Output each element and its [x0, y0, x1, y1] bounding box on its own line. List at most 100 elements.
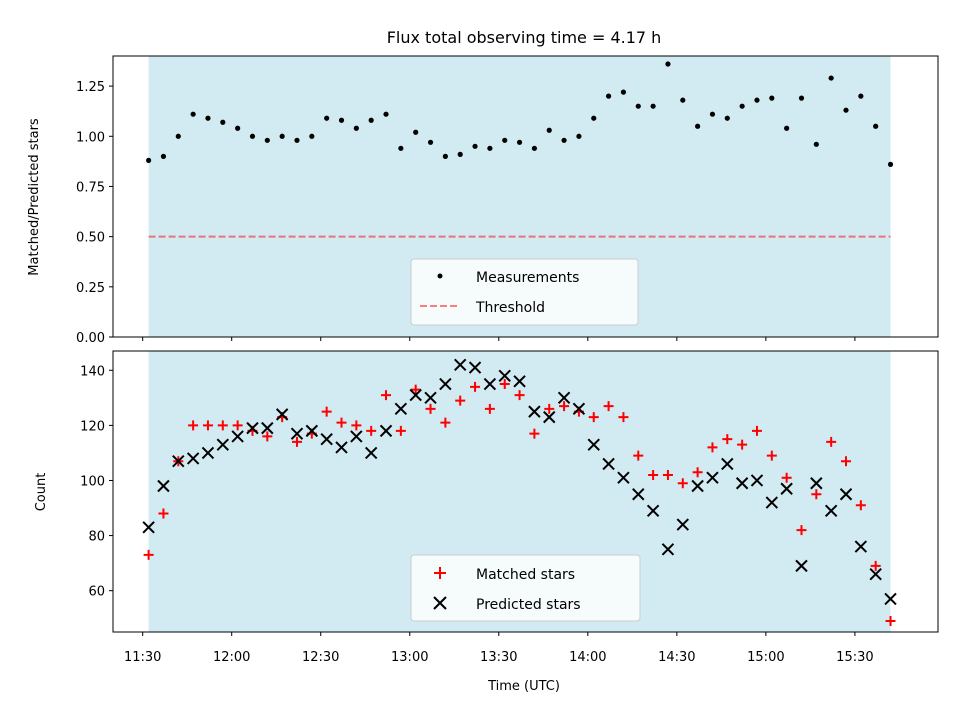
predicted-star-point: [498, 369, 511, 383]
matched-star-point: [410, 384, 421, 395]
y-tick-label: 1.25: [76, 80, 105, 95]
measurement-point: [309, 133, 315, 139]
predicted-star-point: [632, 488, 645, 501]
matched-star-point: [381, 390, 392, 401]
predicted-star-point: [795, 559, 808, 573]
predicted-star-point: [617, 471, 630, 484]
x-tick-label: 13:00: [391, 650, 428, 665]
predicted-star-point: [454, 358, 467, 371]
legend-box: [410, 554, 641, 622]
measurement-point: [472, 143, 478, 149]
predicted-star-point: [275, 408, 289, 421]
legend-label-matched: Matched stars: [476, 567, 575, 583]
matched-star-point: [722, 434, 733, 445]
measurement-point: [754, 97, 760, 103]
matched-star-point: [737, 439, 748, 450]
matched-star-point: [529, 428, 540, 439]
matched-star-point: [202, 420, 213, 431]
predicted-star-point: [246, 421, 259, 435]
measurement-point: [383, 111, 389, 117]
matched-star-point: [440, 417, 451, 428]
y-axis-ticks: 60 80 100 120 140: [80, 364, 113, 600]
measurement-point: [427, 139, 434, 145]
legend-label-predicted: Predicted stars: [476, 597, 581, 613]
measurement-point: [887, 161, 894, 167]
predicted-star-point: [350, 430, 363, 443]
measurement-point: [190, 111, 196, 117]
axes-frame: [112, 55, 939, 338]
predicted-star-point: [765, 496, 779, 509]
measurement-points: [146, 61, 894, 167]
measurement-point: [160, 153, 167, 159]
y-tick-label: 80: [88, 530, 105, 545]
predicted-star-point: [439, 377, 452, 391]
matched-star-point: [158, 508, 169, 519]
chart-title: Flux total observing time = 4.17 h: [387, 28, 662, 47]
matched-star-point: [366, 425, 377, 436]
predicted-star-point: [335, 441, 348, 454]
x-tick-label: 12:30: [302, 650, 339, 665]
predicted-star-point: [810, 477, 823, 490]
predicted-star-point: [290, 427, 304, 440]
x-tick-label: 11:30: [124, 650, 161, 665]
matched-star-point: [321, 406, 332, 417]
x-tick-label: 14:30: [658, 650, 695, 665]
measurement-point: [576, 133, 582, 139]
measurement-point: [769, 95, 775, 101]
matched-star-point: [870, 560, 881, 571]
predicted-star-point: [735, 477, 749, 490]
legend-marker-matched: [434, 567, 446, 579]
y-tick-label: 100: [80, 474, 105, 489]
matched-star-point: [336, 417, 347, 428]
matched-star-point: [707, 442, 718, 453]
predicted-star-point: [424, 391, 437, 405]
predicted-star-point: [231, 430, 244, 443]
measurement-point: [798, 95, 805, 101]
matched-star-point: [796, 525, 807, 536]
predicted-star-point: [320, 432, 333, 446]
matched-star-point: [662, 469, 673, 480]
measurement-point: [591, 115, 597, 121]
measurement-point: [561, 137, 567, 143]
measurement-point: [709, 111, 716, 117]
measurement-point: [294, 137, 300, 143]
predicted-star-point: [854, 540, 868, 553]
predicted-star-point: [676, 518, 689, 531]
legend-box: [410, 258, 639, 326]
predicted-star-point: [409, 388, 422, 402]
matched-star-point: [588, 412, 599, 423]
measurement-point: [279, 133, 285, 139]
measurement-point: [784, 125, 790, 131]
matched-star-point: [781, 472, 792, 483]
y-axis-ticks: 0.00 0.25 0.50 0.75 1.00 1.25: [76, 80, 113, 346]
predicted-star-point: [691, 479, 704, 493]
measurement-point: [338, 117, 345, 123]
measurement-point: [680, 97, 686, 103]
matched-star-point: [618, 412, 629, 423]
legend-marker-measurements: [437, 273, 443, 279]
matched-star-point: [232, 420, 243, 431]
axes-frame: [112, 350, 939, 633]
matched-star-point: [559, 401, 570, 412]
matched-star-point: [811, 489, 822, 500]
measurement-point: [531, 145, 538, 151]
x-tick-label: 14:00: [569, 650, 606, 665]
matched-star-point: [143, 549, 154, 560]
x-tick-label: 13:30: [480, 650, 517, 665]
matched-star-point: [188, 420, 199, 431]
legend: Measurements Threshold: [410, 258, 639, 326]
measurement-point: [220, 119, 226, 125]
x-axis-ticks: 11:30 12:00 12:30 13:00 13:30 14:00 14:30 15:00…: [124, 632, 874, 665]
x-axis-label: Time (UTC): [487, 679, 560, 694]
matched-star-point: [633, 450, 644, 461]
predicted-star-point: [750, 474, 764, 487]
measurement-point: [264, 137, 270, 143]
matched-star-point: [395, 425, 406, 436]
predicted-star-point: [824, 504, 838, 517]
measurement-point: [413, 129, 419, 135]
matched-star-point: [217, 420, 228, 431]
predicted-star-point: [646, 504, 660, 517]
legend-label-threshold: Threshold: [475, 300, 545, 316]
measurement-point: [235, 125, 241, 131]
